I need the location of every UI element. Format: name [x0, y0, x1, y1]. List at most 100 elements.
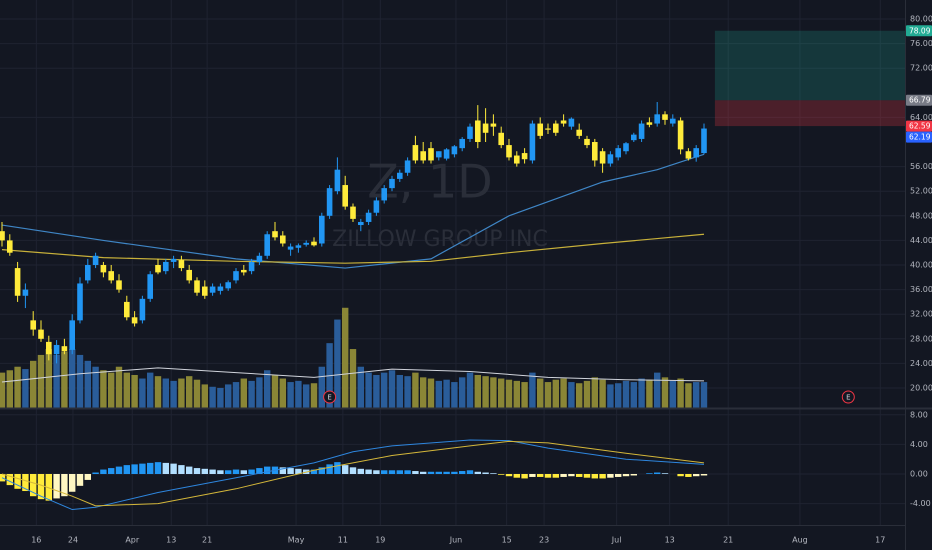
candle-body	[428, 148, 434, 161]
macd-histogram-bar	[466, 470, 474, 474]
macd-histogram-bar	[146, 462, 154, 474]
candle-body	[404, 160, 411, 173]
volume-bar	[178, 378, 185, 408]
candle-body	[591, 142, 598, 161]
macd-histogram-bar	[29, 473, 37, 497]
y-tick-label: 20.00	[910, 384, 932, 393]
macd-histogram-bar	[536, 473, 544, 477]
macd-histogram-bar	[201, 468, 208, 474]
macd-histogram-bar	[263, 466, 271, 474]
candle-body	[303, 242, 309, 245]
volume-bar	[318, 366, 325, 408]
candle-body	[342, 185, 348, 207]
macd-histogram-bar	[653, 472, 661, 474]
volume-bar	[661, 377, 669, 408]
macd-histogram-bar	[349, 467, 357, 474]
x-tick-label: 11	[338, 536, 348, 545]
macd-histogram-bar	[248, 469, 255, 474]
volume-bar	[92, 366, 99, 408]
macd-histogram-bar	[61, 473, 68, 497]
earnings-label: E	[846, 394, 850, 402]
volume-bar	[685, 383, 692, 408]
candle-body	[256, 255, 263, 262]
candle-body	[209, 286, 216, 293]
macd-histogram-bar	[458, 471, 466, 474]
volume-bar	[201, 384, 208, 408]
macd-histogram-bar	[552, 473, 559, 478]
volume-bar	[37, 354, 45, 408]
price-badge	[906, 131, 932, 143]
macd-histogram-bar	[178, 465, 185, 474]
candle-body	[22, 289, 29, 296]
candle-body	[373, 200, 380, 213]
macd-histogram-bar	[224, 470, 232, 474]
volume-bar	[14, 366, 21, 408]
macd-histogram-bar	[92, 472, 99, 474]
macd-histogram-bar	[388, 470, 396, 474]
candle-body	[701, 128, 707, 154]
volume-bar	[139, 378, 146, 408]
grid	[0, 0, 905, 525]
macd-histogram-bar	[310, 469, 318, 474]
volume-bar	[146, 372, 154, 408]
macd-histogram-bar	[599, 473, 606, 479]
candle-body	[170, 258, 177, 262]
candle-body	[6, 240, 13, 253]
volume-bar	[419, 377, 427, 408]
earnings-marker	[841, 390, 855, 404]
macd-histogram-bar	[185, 466, 193, 474]
volume-bar	[131, 374, 138, 408]
macd-tick-label: 8.00	[910, 410, 928, 419]
candle-body	[248, 261, 255, 272]
candle-body	[233, 271, 239, 281]
moving-average	[1, 153, 705, 269]
candle-body	[139, 298, 146, 321]
volume-bar	[443, 379, 450, 408]
volume-bar	[404, 376, 411, 408]
volume-bar	[490, 377, 497, 408]
x-tick-label: 19	[375, 536, 385, 545]
candle-body	[108, 271, 114, 281]
volume-bar	[544, 382, 552, 408]
candle-body	[654, 114, 660, 124]
volume-bar	[435, 380, 442, 408]
candle-body	[435, 151, 442, 158]
macd-histogram-bar	[607, 473, 614, 478]
volume-bar	[505, 379, 513, 408]
volume-bar	[396, 374, 403, 408]
x-tick-label: 16	[31, 536, 41, 545]
candle-body	[552, 123, 559, 133]
price-badge	[906, 120, 932, 132]
candle-body	[646, 122, 653, 125]
volume-bar	[107, 372, 115, 408]
candle-body	[61, 346, 68, 352]
x-tick-label: 13	[166, 536, 176, 545]
volume-bar	[68, 349, 76, 408]
candle-body	[677, 120, 684, 150]
macd-histogram-bar	[575, 473, 583, 477]
x-tick-label: Aug	[792, 536, 808, 545]
candle-body	[14, 268, 21, 296]
volume-bar	[295, 380, 302, 408]
price-badge-label: 78.09	[909, 26, 931, 35]
y-tick-label: 32.00	[910, 310, 932, 319]
candle-body	[545, 128, 551, 130]
candle-body	[311, 241, 317, 246]
x-tick-label: Jun	[449, 536, 463, 545]
candle-body	[38, 329, 44, 339]
macd-histogram-bar	[240, 470, 247, 474]
candle-body	[272, 231, 278, 238]
volume-bar	[170, 380, 177, 408]
candle-body	[662, 114, 668, 120]
earnings-label: E	[327, 394, 331, 402]
volume-bar	[162, 378, 169, 408]
x-tick-label: Jul	[611, 536, 622, 545]
macd-histogram-bar	[232, 469, 240, 474]
candle-body	[638, 123, 645, 139]
volume-bar	[365, 372, 372, 408]
y-tick-label: 72.00	[910, 64, 932, 73]
candle-body	[607, 154, 614, 164]
candle-body	[412, 145, 419, 161]
